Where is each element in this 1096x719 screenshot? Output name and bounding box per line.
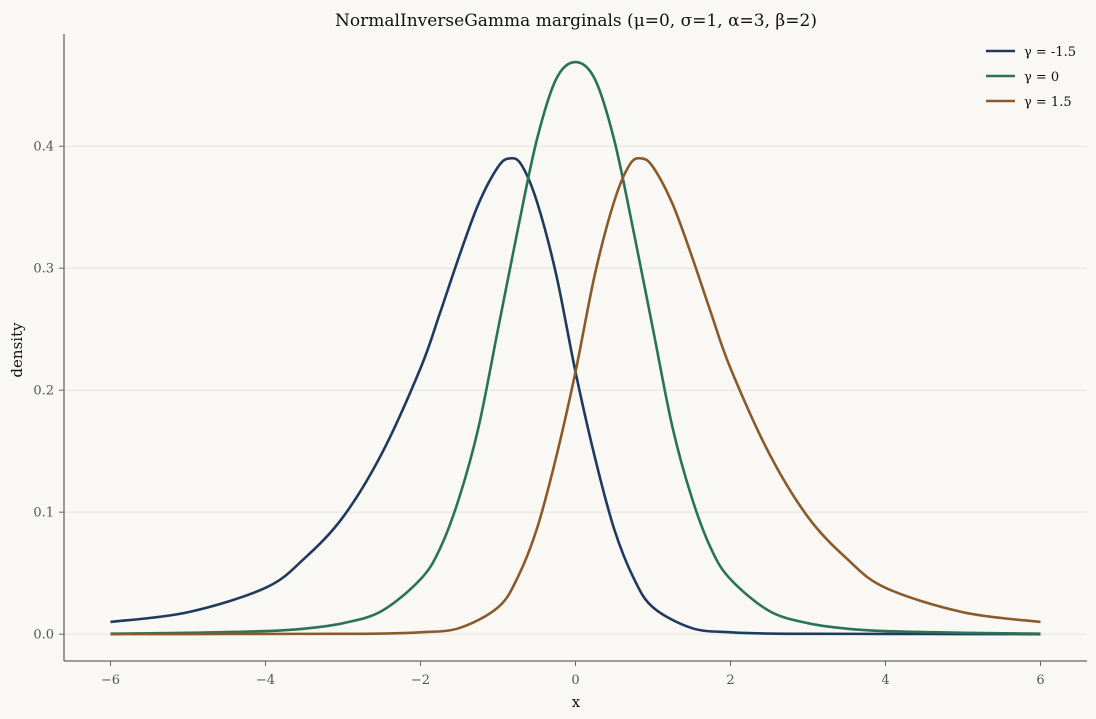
y-tick-label: 0.1 bbox=[33, 506, 54, 521]
legend-label-0: γ = -1.5 bbox=[1024, 45, 1076, 60]
y-tick-label: 0.0 bbox=[33, 628, 54, 643]
series-lines bbox=[110, 60, 1041, 636]
x-tick-label: 6 bbox=[1036, 673, 1044, 688]
y-axis-label: density bbox=[8, 322, 26, 378]
gridlines bbox=[64, 145, 1087, 635]
x-tick-label: 4 bbox=[881, 673, 889, 688]
series-line-0 bbox=[110, 156, 1041, 636]
y-tick-label: 0.3 bbox=[33, 262, 54, 277]
x-tick-label: −4 bbox=[256, 673, 275, 688]
x-tick-label: 0 bbox=[571, 673, 579, 688]
legend: γ = -1.5 γ = 0 γ = 1.5 bbox=[986, 45, 1076, 110]
y-tick-label: 0.4 bbox=[33, 140, 54, 155]
axes: 0.0 0.1 0.2 0.3 0.4 −6 −4 −2 0 2 4 6 bbox=[33, 34, 1087, 688]
legend-label-2: γ = 1.5 bbox=[1024, 95, 1072, 110]
series-line-2 bbox=[110, 156, 1041, 636]
x-axis-label: x bbox=[572, 693, 581, 711]
x-tick-label: −2 bbox=[411, 673, 430, 688]
y-tick-label: 0.2 bbox=[33, 384, 54, 399]
x-tick-label: −6 bbox=[101, 673, 120, 688]
series-line-1 bbox=[110, 60, 1041, 635]
legend-label-1: γ = 0 bbox=[1024, 70, 1059, 85]
x-tick-label: 2 bbox=[726, 673, 734, 688]
chart-title: NormalInverseGamma marginals (μ=0, σ=1, … bbox=[335, 11, 817, 31]
